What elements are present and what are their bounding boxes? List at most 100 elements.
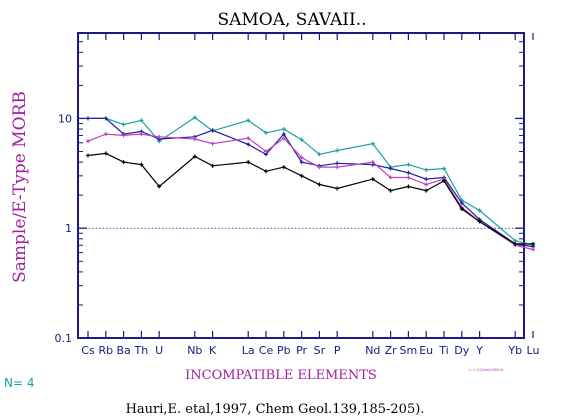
- data-point: [459, 206, 464, 211]
- y-axis-tick-labels: 10 1 0.1: [55, 112, 73, 345]
- data-point: [192, 115, 197, 120]
- data-point: [406, 175, 411, 180]
- data-point: [388, 175, 393, 180]
- x-tick-label: Th: [134, 344, 149, 357]
- data-point: [103, 151, 108, 156]
- data-point: [513, 241, 518, 246]
- series-3: [86, 132, 535, 252]
- data-point: [406, 184, 411, 189]
- data-point: [139, 132, 144, 137]
- data-point: [139, 162, 144, 167]
- data-point: [442, 178, 446, 183]
- data-point: [388, 166, 393, 171]
- x-tick-label: Ba: [116, 344, 130, 357]
- x-tick-label: La: [242, 344, 255, 357]
- data-point: [246, 136, 251, 141]
- x-tick-label: Dy: [454, 344, 469, 357]
- data-point: [335, 165, 340, 170]
- x-tick-label: U: [155, 344, 163, 357]
- data-point: [121, 160, 126, 165]
- data-point: [103, 116, 108, 121]
- series-4: [86, 151, 535, 246]
- data-point: [246, 118, 251, 123]
- chart-title: SAMOA, SAVAII..: [217, 10, 366, 30]
- y-tick-label: 0.1: [55, 332, 73, 345]
- data-point: [477, 219, 482, 224]
- data-point: [281, 132, 286, 137]
- x-tick-label: Ti: [438, 344, 448, 357]
- x-tick-label: Rb: [98, 344, 113, 357]
- data-point: [531, 241, 535, 246]
- data-point: [477, 208, 482, 213]
- x-axis-label: INCOMPATIBLE ELEMENTS: [185, 368, 377, 383]
- data-point: [299, 173, 304, 178]
- data-point: [335, 186, 340, 191]
- data-point: [192, 154, 197, 159]
- x-tick-label: Ce: [259, 344, 274, 357]
- data-point: [157, 184, 162, 189]
- plot-area: [77, 32, 525, 339]
- series-group: [86, 115, 535, 252]
- data-point: [264, 169, 268, 174]
- x-tick-label: Nb: [187, 344, 202, 357]
- y-axis-ticks: [78, 32, 524, 339]
- series-1: [86, 115, 535, 248]
- data-point: [317, 182, 322, 187]
- data-point: [210, 128, 215, 133]
- citation: Hauri,E. etal,1997, Chem Geol.139,185-20…: [126, 402, 425, 417]
- data-point: [246, 142, 251, 147]
- data-point: [459, 200, 464, 205]
- data-point: [264, 130, 268, 135]
- y-axis-label: Sample/E-Type MORB: [10, 91, 30, 283]
- data-point: [103, 132, 108, 137]
- data-point: [299, 155, 304, 160]
- data-point: [406, 170, 411, 175]
- x-tick-label: Sm: [400, 344, 418, 357]
- x-tick-label: Zr: [385, 344, 398, 357]
- data-point: [86, 116, 90, 121]
- data-point: [281, 127, 286, 132]
- data-point: [317, 165, 322, 170]
- data-point: [246, 160, 251, 165]
- series-1-line: [88, 116, 534, 246]
- x-tick-label: Cs: [81, 344, 95, 357]
- data-point: [531, 247, 535, 252]
- data-point: [335, 161, 340, 166]
- data-point: [192, 136, 197, 141]
- data-point: [424, 182, 429, 187]
- data-point: [139, 118, 144, 123]
- data-point: [86, 139, 90, 144]
- x-tick-label: Pb: [277, 344, 291, 357]
- data-point: [370, 177, 375, 182]
- data-point: [370, 141, 375, 146]
- data-point: [424, 167, 429, 172]
- x-tick-label: Pr: [296, 344, 307, 357]
- data-point: [281, 136, 286, 141]
- series-4-line: [87, 152, 533, 245]
- x-tick-label: Eu: [419, 344, 433, 357]
- y-tick-label: 10: [58, 112, 72, 125]
- data-point: [406, 162, 411, 167]
- data-point: [281, 165, 286, 170]
- data-point: [210, 163, 215, 168]
- data-point: [424, 177, 429, 182]
- x-tick-label: Sr: [314, 344, 326, 357]
- data-point: [121, 122, 126, 127]
- data-point: [370, 160, 375, 165]
- data-point: [299, 160, 304, 165]
- series-3-line: [87, 133, 534, 251]
- data-point: [317, 152, 322, 157]
- x-tick-label: P: [334, 344, 341, 357]
- x-tick-label: Y: [475, 344, 483, 357]
- source-note: <- C:\GData\SAMOA-: [468, 368, 505, 372]
- data-point: [157, 134, 162, 139]
- data-point: [210, 141, 215, 146]
- data-point: [442, 166, 446, 171]
- data-point: [86, 153, 90, 158]
- sample-count: N= 4: [4, 376, 34, 390]
- data-point: [264, 149, 268, 154]
- data-point: [335, 148, 340, 153]
- y-tick-label: 1: [65, 222, 72, 235]
- x-tick-label: K: [209, 344, 217, 357]
